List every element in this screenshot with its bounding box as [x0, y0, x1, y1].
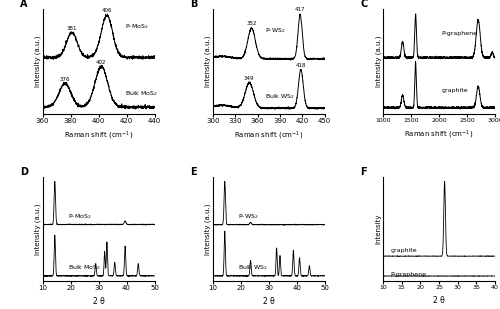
Y-axis label: Intensity (a.u.): Intensity (a.u.) [205, 203, 212, 255]
Text: 349: 349 [244, 75, 254, 81]
X-axis label: Raman shift (cm$^{-1}$): Raman shift (cm$^{-1}$) [404, 129, 473, 141]
Y-axis label: Intensity (a.u.): Intensity (a.u.) [375, 36, 382, 87]
Text: 406: 406 [102, 8, 112, 13]
Text: graphite: graphite [442, 87, 468, 92]
X-axis label: Raman shift (cm$^{-1}$): Raman shift (cm$^{-1}$) [64, 129, 133, 142]
Text: Bulk MoS$_2$: Bulk MoS$_2$ [125, 90, 158, 99]
Text: 376: 376 [60, 77, 70, 82]
X-axis label: 2 θ: 2 θ [433, 296, 445, 305]
Text: Bulk MoS$_2$: Bulk MoS$_2$ [68, 263, 101, 272]
X-axis label: 2 θ: 2 θ [263, 297, 274, 306]
Text: 381: 381 [66, 26, 77, 31]
Text: D: D [20, 167, 28, 176]
Y-axis label: Intensity (a.u.): Intensity (a.u.) [34, 203, 41, 255]
Text: P-graphene: P-graphene [442, 31, 478, 36]
X-axis label: Raman shift (cm$^{-1}$): Raman shift (cm$^{-1}$) [234, 129, 304, 142]
Y-axis label: Intensity (a.u.): Intensity (a.u.) [34, 36, 41, 87]
Text: E: E [190, 167, 197, 176]
Text: P-WS$_2$: P-WS$_2$ [238, 212, 258, 221]
Text: B: B [190, 0, 198, 9]
Text: P-WS$_2$: P-WS$_2$ [265, 26, 285, 35]
Text: 402: 402 [96, 60, 106, 65]
Text: graphite: graphite [390, 248, 417, 253]
Text: 352: 352 [246, 21, 257, 26]
Y-axis label: Intensity: Intensity [376, 214, 382, 244]
X-axis label: 2 θ: 2 θ [92, 297, 104, 306]
Text: P-MoS$_2$: P-MoS$_2$ [68, 212, 92, 221]
Text: F: F [360, 167, 367, 176]
Text: Bulk WS$_2$: Bulk WS$_2$ [265, 92, 295, 101]
Text: A: A [20, 0, 28, 9]
Text: 417: 417 [295, 7, 306, 12]
Text: 418: 418 [296, 63, 306, 68]
Text: P-MoS$_2$: P-MoS$_2$ [125, 23, 148, 32]
Text: Bulk WS$_2$: Bulk WS$_2$ [238, 263, 268, 272]
Text: C: C [360, 0, 368, 9]
Y-axis label: Intensity (a.u.): Intensity (a.u.) [205, 36, 212, 87]
Text: P-graphene: P-graphene [390, 272, 426, 277]
